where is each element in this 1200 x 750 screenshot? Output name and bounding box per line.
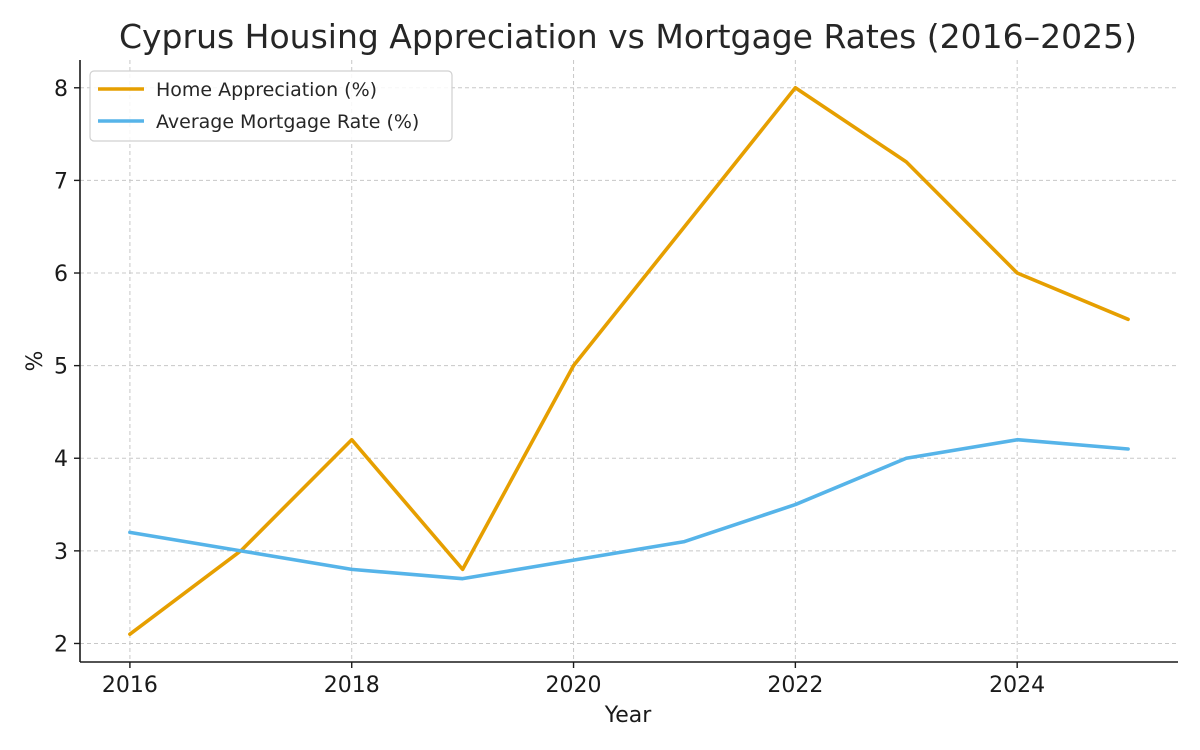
x-tick-label: 2018 [324,673,380,698]
x-tick-label: 2022 [767,673,823,698]
legend-box [89,70,453,142]
data-point [794,87,796,89]
legend-label: Average Mortgage Rate (%) [156,111,419,133]
data-point [1127,318,1129,320]
data-point [129,633,131,635]
y-tick-label: 4 [54,447,68,472]
data-point [240,550,242,552]
data-point [573,559,575,561]
data-point [1127,448,1129,450]
series-lines [128,85,1130,637]
y-tick-label: 6 [54,262,68,287]
data-point [905,161,907,163]
data-point [351,568,353,570]
data-point [351,439,353,441]
y-axis-label: % [23,351,48,372]
data-point [573,365,575,367]
y-tick-label: 5 [54,355,68,380]
y-tick-label: 7 [54,169,68,194]
legend-label: Home Appreciation (%) [156,79,377,101]
y-tick-label: 8 [54,77,68,102]
x-tick-label: 2020 [546,673,602,698]
data-point [1016,272,1018,274]
data-point [462,578,464,580]
data-point [905,457,907,459]
x-tick-label: 2016 [102,673,158,698]
y-tick-label: 3 [54,540,68,565]
data-point [683,541,685,543]
series-line-home-appreciation [128,85,1130,637]
data-point [1016,439,1018,441]
x-tick-label: 2024 [989,673,1045,698]
tick-labels: 2016 2018 2020 2022 2024 2 3 4 5 6 7 8 [54,77,1045,698]
chart-title: Cyprus Housing Appreciation vs Mortgage … [119,17,1137,56]
data-point [462,568,464,570]
data-point [794,504,796,506]
legend: Home Appreciation (%) Average Mortgage Ra… [89,70,453,142]
y-tick-label: 2 [54,632,68,657]
x-axis-label: Year [604,703,653,728]
data-point [129,531,131,533]
grid-lines [80,60,1178,662]
data-point [683,226,685,228]
series-line-mortgage-rate [128,437,1130,581]
axes [74,60,1178,668]
